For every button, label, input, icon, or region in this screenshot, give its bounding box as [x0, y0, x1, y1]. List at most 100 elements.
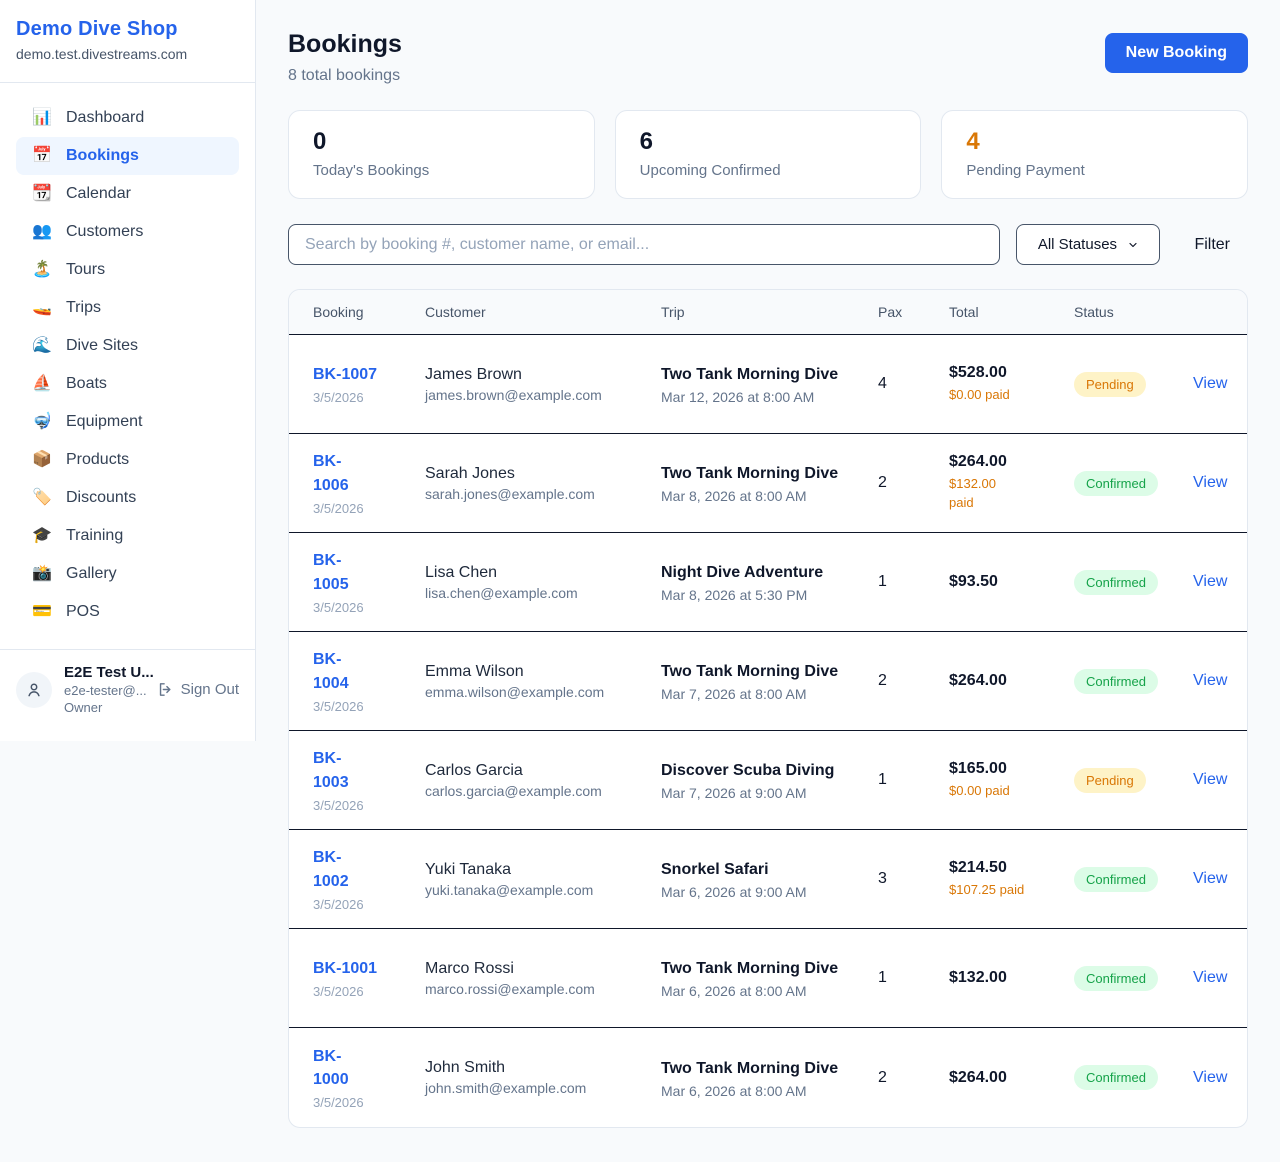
- table-row: BK- 1003 3/5/2026 Carlos Garcia carlos.g…: [289, 731, 1247, 830]
- status-badge: Pending: [1074, 371, 1146, 397]
- sidebar-user-footer: E2E Test U... e2e-tester@... Owner Sign …: [0, 649, 255, 731]
- paid-amount: $0.00 paid: [949, 782, 1010, 798]
- table-row: BK- 1004 3/5/2026 Emma Wilson emma.wilso…: [289, 632, 1247, 731]
- trip-name: Two Tank Morning Dive: [661, 663, 839, 680]
- trip-name: Two Tank Morning Dive: [661, 960, 839, 977]
- total-amount: $93.50: [949, 573, 998, 590]
- sidebar-item-dive-sites[interactable]: 🌊 Dive Sites: [16, 327, 239, 365]
- customer-email: yuki.tanaka@example.com: [425, 881, 594, 898]
- paid-amount: $0.00 paid: [949, 386, 1010, 402]
- stat-card: 0 Today's Bookings: [288, 110, 595, 199]
- stat-value: 4: [966, 128, 980, 155]
- view-booking-link[interactable]: View: [1193, 672, 1228, 689]
- customers-icon: 👥: [32, 223, 52, 240]
- sidebar-item-label: Dashboard: [66, 109, 145, 126]
- view-booking-link[interactable]: View: [1193, 969, 1228, 986]
- trip-name: Snorkel Safari: [661, 861, 769, 878]
- sidebar-item-trips[interactable]: 🚤 Trips: [16, 289, 239, 327]
- sidebar-item-products[interactable]: 📦 Products: [16, 441, 239, 479]
- trip-name: Night Dive Adventure: [661, 564, 824, 581]
- stat-value: 6: [639, 128, 654, 155]
- new-booking-button[interactable]: New Booking: [1104, 33, 1248, 73]
- sidebar-item-label: Dive Sites: [66, 337, 139, 354]
- view-booking-link[interactable]: View: [1193, 375, 1228, 392]
- sidebar-item-tours[interactable]: 🏝️ Tours: [16, 251, 239, 289]
- page-title: Bookings: [288, 30, 402, 58]
- sidebar-item-pos[interactable]: 💳 POS: [16, 593, 239, 631]
- col-header-pax: Pax: [878, 304, 903, 320]
- filter-bar: All Statuses Filter: [288, 224, 1248, 265]
- sidebar-item-bookings[interactable]: 📅 Bookings: [16, 137, 239, 175]
- stat-label: Today's Bookings: [313, 162, 430, 179]
- sidebar-item-boats[interactable]: ⛵ Boats: [16, 365, 239, 403]
- sidebar-item-gallery[interactable]: 📸 Gallery: [16, 555, 239, 593]
- sign-out-icon: [159, 683, 171, 696]
- user-role: Owner: [64, 700, 103, 715]
- sidebar-item-calendar[interactable]: 📆 Calendar: [16, 175, 239, 213]
- view-booking-link[interactable]: View: [1193, 474, 1228, 491]
- sidebar-item-discounts[interactable]: 🏷️ Discounts: [16, 479, 239, 517]
- tours-icon: 🏝️: [32, 261, 52, 278]
- booking-id-link[interactable]: BK- 1003: [313, 750, 349, 791]
- status-badge: Confirmed: [1074, 1065, 1158, 1090]
- status-badge: Pending: [1074, 767, 1146, 793]
- customer-name: Marco Rossi: [425, 959, 514, 977]
- sidebar-item-dashboard[interactable]: 📊 Dashboard: [16, 99, 239, 137]
- user-email: e2e-tester@...: [64, 683, 147, 698]
- products-icon: 📦: [32, 451, 52, 468]
- sidebar-item-label: Products: [66, 451, 130, 468]
- equipment-icon: 🤿: [32, 413, 52, 430]
- col-header-status: Status: [1074, 304, 1114, 320]
- booking-id-link[interactable]: BK- 1002: [313, 849, 349, 890]
- user-info: E2E Test U... e2e-tester@... Owner: [64, 664, 154, 715]
- view-booking-link[interactable]: View: [1193, 870, 1228, 887]
- sidebar-item-equipment[interactable]: 🤿 Equipment: [16, 403, 239, 441]
- sidebar-item-label: Boats: [66, 375, 107, 392]
- shop-name: Demo Dive Shop: [16, 18, 178, 40]
- col-header-trip: Trip: [661, 304, 685, 320]
- view-booking-link[interactable]: View: [1193, 573, 1228, 590]
- booking-id-link[interactable]: BK-1001: [313, 959, 378, 977]
- sidebar: Demo Dive Shop demo.test.divestreams.com…: [0, 0, 256, 741]
- status-badge: Confirmed: [1074, 668, 1158, 694]
- page-header: Bookings 8 total bookings New Booking: [288, 30, 1248, 85]
- sidebar-item-label: Discounts: [66, 489, 137, 506]
- total-amount: $264.00: [949, 453, 1007, 471]
- chevron-down-icon: [1129, 242, 1137, 247]
- stat-value: 0: [313, 128, 327, 155]
- total-amount: $264.00: [949, 672, 1007, 689]
- paid-amount: $132.00 paid: [949, 476, 996, 510]
- search-input[interactable]: [288, 224, 1001, 265]
- booking-id-link[interactable]: BK- 1004: [313, 651, 349, 692]
- booking-id-link[interactable]: BK- 1005: [313, 552, 349, 593]
- sidebar-item-label: Tours: [66, 261, 106, 278]
- view-booking-link[interactable]: View: [1193, 771, 1228, 788]
- status-filter-select[interactable]: All Statuses: [1016, 224, 1161, 265]
- col-header-customer: Customer: [425, 304, 486, 320]
- status-badge: Confirmed: [1074, 569, 1158, 595]
- pax-count: 2: [878, 474, 887, 491]
- table-header-row: Booking Customer Trip Pax Total Status: [289, 290, 1247, 335]
- status-badge: Confirmed: [1074, 965, 1158, 991]
- booking-id-link[interactable]: BK- 1006: [313, 453, 349, 494]
- trip-datetime: Mar 8, 2026 at 8:00 AM: [661, 488, 807, 504]
- paid-amount: $107.25 paid: [949, 881, 1025, 897]
- trip-datetime: Mar 6, 2026 at 8:00 AM: [661, 1082, 807, 1099]
- user-avatar: [16, 671, 52, 708]
- booking-id-link[interactable]: BK-1007: [313, 365, 378, 383]
- booking-id-link[interactable]: BK- 1000: [313, 1047, 349, 1088]
- sidebar-item-training[interactable]: 🎓 Training: [16, 517, 239, 555]
- pax-count: 1: [878, 573, 887, 590]
- table-body: BK-1007 3/5/2026 James Brown james.brown…: [289, 335, 1247, 1127]
- filter-button[interactable]: Filter: [1176, 236, 1248, 254]
- view-booking-link[interactable]: View: [1193, 1068, 1228, 1086]
- booking-created-date: 3/5/2026: [313, 797, 364, 813]
- sidebar-item-customers[interactable]: 👥 Customers: [16, 213, 239, 251]
- customer-name: Emma Wilson: [425, 662, 524, 680]
- sign-out-button[interactable]: Sign Out: [157, 681, 239, 698]
- sidebar-item-label: Calendar: [66, 185, 131, 202]
- trip-datetime: Mar 7, 2026 at 9:00 AM: [661, 785, 807, 801]
- trip-datetime: Mar 8, 2026 at 5:30 PM: [661, 587, 808, 603]
- main-content: Bookings 8 total bookings New Booking 0 …: [256, 0, 1280, 1160]
- trip-name: Two Tank Morning Dive: [661, 1059, 839, 1077]
